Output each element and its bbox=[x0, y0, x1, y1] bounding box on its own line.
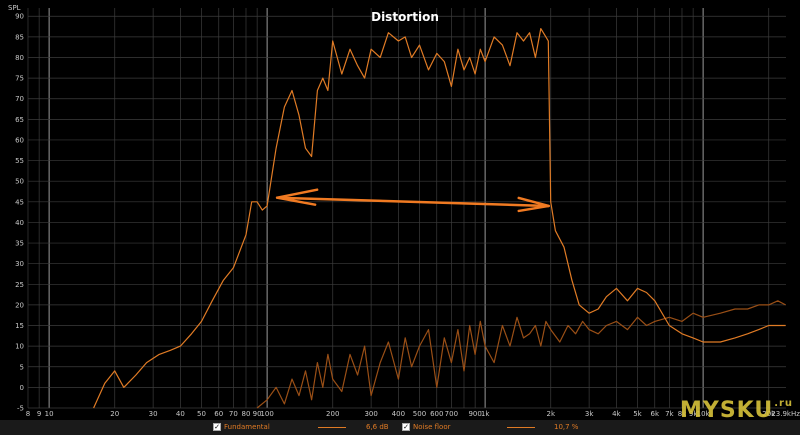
y-tick-label: 40 bbox=[15, 219, 24, 227]
x-tick-label: 9k bbox=[689, 410, 698, 418]
y-tick-label: 10 bbox=[15, 343, 24, 351]
x-tick-label: 20k bbox=[762, 410, 776, 418]
x-tick-label: 50 bbox=[197, 410, 206, 418]
site-watermark: MYSKU.ru bbox=[680, 398, 793, 423]
x-tick-label: 700 bbox=[445, 410, 458, 418]
legend-fundamental-label: Fundamental bbox=[224, 423, 270, 431]
y-tick-label: 90 bbox=[15, 13, 24, 21]
annotation-layer bbox=[275, 188, 550, 213]
x-tick-label: 70 bbox=[229, 410, 238, 418]
noise-floor-swatch bbox=[507, 427, 535, 428]
x-tick-label: 8 bbox=[26, 410, 30, 418]
x-tick-label: 80 bbox=[242, 410, 251, 418]
y-tick-label: 0 bbox=[20, 384, 24, 392]
fundamental-swatch bbox=[318, 427, 346, 428]
y-tick-label: 30 bbox=[15, 260, 24, 268]
y-tick-label: 80 bbox=[15, 54, 24, 62]
x-tick-label: 60 bbox=[214, 410, 223, 418]
y-tick-label: 45 bbox=[15, 198, 24, 206]
x-tick-label: 30 bbox=[149, 410, 158, 418]
y-tick-label: 15 bbox=[15, 322, 24, 330]
x-tick-label: 900 bbox=[468, 410, 481, 418]
x-tick-label: 200 bbox=[326, 410, 339, 418]
x-tick-label: 40 bbox=[176, 410, 185, 418]
x-tick-label: 300 bbox=[364, 410, 377, 418]
chart-background bbox=[0, 0, 800, 420]
series-layer bbox=[93, 28, 786, 409]
grid bbox=[27, 8, 786, 409]
y-tick-label: 75 bbox=[15, 75, 24, 83]
y-axis-label: SPL bbox=[8, 4, 21, 12]
x-tick-label: 1k bbox=[481, 410, 490, 418]
y-tick-label: 50 bbox=[15, 178, 24, 186]
y-tick-label: 20 bbox=[15, 301, 24, 309]
annotation-arrow-shaft bbox=[275, 196, 550, 208]
x-tick-label: 9 bbox=[37, 410, 41, 418]
x-tick-label: 10 bbox=[45, 410, 54, 418]
y-tick-label: 60 bbox=[15, 136, 24, 144]
annotation-arrow-head-right bbox=[517, 196, 550, 213]
series-line-noise-floor bbox=[256, 300, 786, 409]
annotation-arrow-head-left bbox=[275, 188, 319, 206]
x-tick-label: 23.9kHz bbox=[771, 410, 800, 418]
watermark-text: MYSKU bbox=[680, 398, 774, 423]
legend-noise-floor-value: 10,7 % bbox=[554, 423, 579, 431]
watermark-suffix: .ru bbox=[774, 398, 794, 409]
x-tick-label: 3k bbox=[585, 410, 594, 418]
x-tick-label: 6k bbox=[650, 410, 659, 418]
series-line-fundamental bbox=[93, 28, 786, 409]
x-tick-label: 2k bbox=[546, 410, 555, 418]
y-tick-label: 85 bbox=[15, 33, 24, 41]
x-tick-label: 100 bbox=[260, 410, 273, 418]
y-tick-label: 25 bbox=[15, 281, 24, 289]
x-tick-label: 500 bbox=[413, 410, 426, 418]
y-tick-label: 65 bbox=[15, 116, 24, 124]
x-tick-label: 4k bbox=[612, 410, 621, 418]
y-tick-label: -5 bbox=[17, 405, 24, 413]
x-tick-label: 10k bbox=[697, 410, 711, 418]
y-tick-label: 55 bbox=[15, 157, 24, 165]
x-tick-label: 600 bbox=[430, 410, 443, 418]
noise-floor-checkbox[interactable]: ✓ bbox=[402, 423, 410, 431]
y-tick-label: 35 bbox=[15, 240, 24, 248]
x-tick-label: 400 bbox=[392, 410, 405, 418]
x-tick-label: 90 bbox=[253, 410, 262, 418]
x-tick-label: 7k bbox=[665, 410, 674, 418]
x-tick-label: 5k bbox=[633, 410, 642, 418]
y-tick-label: 70 bbox=[15, 95, 24, 103]
legend-noise-floor-label: Noise floor bbox=[413, 423, 451, 431]
fundamental-checkbox[interactable]: ✓ bbox=[213, 423, 221, 431]
x-tick-label: 20 bbox=[110, 410, 119, 418]
y-tick-label: 5 bbox=[20, 363, 24, 371]
legend-bar: ✓ Fundamental 6,6 dB ✓ Noise floor 10,7 … bbox=[0, 420, 800, 435]
x-tick-label: 8k bbox=[678, 410, 687, 418]
chart-title: Distortion bbox=[371, 10, 439, 24]
legend-fundamental-value: 6,6 dB bbox=[366, 423, 389, 431]
